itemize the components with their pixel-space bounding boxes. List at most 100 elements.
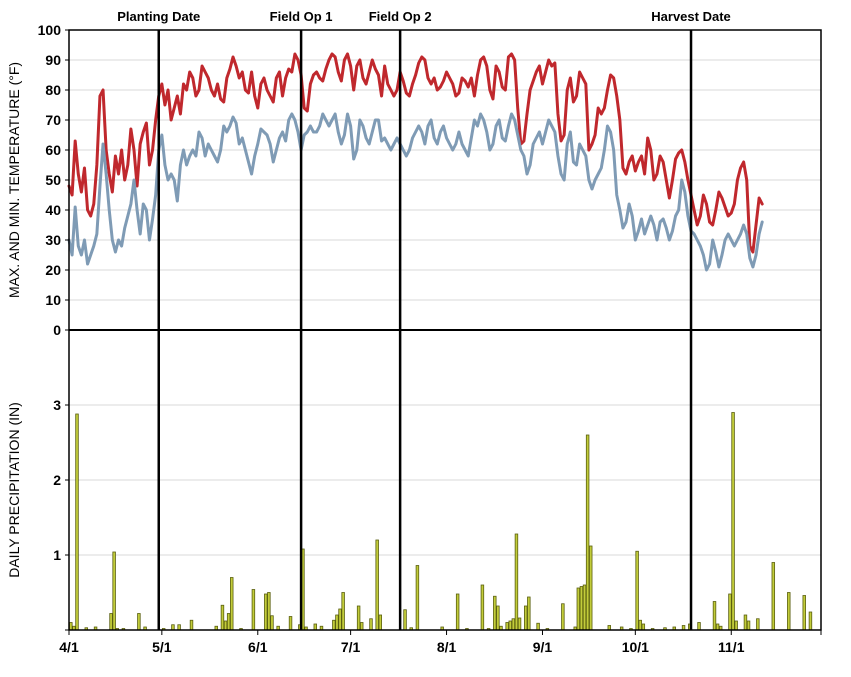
event-label: Planting Date (117, 9, 200, 24)
precip-bar (109, 613, 113, 631)
precip-bar (223, 620, 228, 631)
precip-bar (734, 620, 738, 631)
precip-bar (731, 412, 735, 631)
x-tick-label: 11/1 (718, 639, 745, 655)
precip-bar (808, 611, 813, 631)
plot-frame (65, 29, 822, 635)
temperature-lines (67, 52, 764, 272)
precip-bar (369, 618, 373, 631)
temp-tick-label: 30 (45, 232, 61, 248)
precip-bar (270, 615, 274, 631)
precip-tick-label: 2 (53, 472, 61, 488)
temp-tick-label: 80 (45, 82, 61, 98)
precip-bar (220, 604, 225, 631)
precip-bar (715, 623, 720, 631)
precip-bar (514, 533, 519, 631)
precip-bar (378, 614, 382, 631)
precip-bar (712, 601, 717, 631)
precip-bar (576, 587, 581, 631)
precip-bar (332, 619, 336, 631)
precip-bar (536, 622, 540, 631)
precip-bar (802, 595, 806, 631)
precip-bar (338, 608, 342, 631)
precip-bar (771, 562, 776, 631)
precip-bar (527, 596, 531, 631)
precip-bar (493, 595, 497, 631)
precip-bar (517, 617, 522, 631)
precip-tick-label: 1 (53, 547, 61, 563)
precip-bar (288, 616, 293, 631)
precip-bar (508, 620, 512, 631)
x-tick-label: 10/1 (622, 639, 649, 655)
temp-tick-label: 70 (45, 112, 61, 128)
precip-bar (455, 593, 460, 631)
min-temp-line (67, 112, 764, 272)
x-tick-label: 8/1 (437, 639, 457, 655)
precip-bar (746, 620, 751, 631)
temp-tick-label: 20 (45, 262, 61, 278)
precip-bar (267, 592, 271, 631)
axis-labels: 0 10 20 30 40 50 60 70 80 90 100 1 2 3 4/1 5/1 6/1 7/1 8/1… (6, 22, 745, 655)
precip-bar (226, 613, 231, 631)
precip-bar (496, 605, 500, 631)
precip-bar (582, 584, 587, 631)
precip-bar (480, 584, 485, 631)
precip-bar (524, 605, 528, 631)
precip-bar (728, 593, 732, 631)
precip-bar (635, 550, 639, 631)
precip-bar (511, 618, 516, 631)
temp-tick-label: 100 (38, 22, 62, 38)
temp-tick-label: 50 (45, 172, 61, 188)
x-tick-label: 4/1 (59, 639, 79, 655)
precip-bar (403, 609, 407, 631)
precip-bar (756, 618, 760, 631)
precip-bar (415, 565, 420, 631)
temp-tick-label: 40 (45, 202, 61, 218)
precip-bar (505, 622, 509, 631)
precip-bar (75, 413, 79, 631)
precip-bar (171, 624, 175, 631)
max-temp-line (67, 52, 764, 254)
event-label: Harvest Date (651, 9, 731, 24)
precip-axis-title: DAILY PRECIPITATION (IN) (6, 402, 22, 578)
temp-axis-title: MAX. AND MIN. TEMPERATURE (°F) (6, 62, 22, 298)
temp-tick-label: 0 (53, 322, 61, 338)
event-label: Field Op 2 (369, 9, 432, 24)
x-tick-label: 7/1 (341, 639, 361, 655)
precip-bar (69, 622, 73, 631)
precip-bar (230, 577, 234, 631)
precip-bar (112, 551, 116, 631)
temp-tick-label: 60 (45, 142, 61, 158)
precip-bar (359, 622, 364, 631)
x-tick-label: 9/1 (533, 639, 553, 655)
temp-tick-label: 10 (45, 292, 61, 308)
precip-bar (375, 539, 379, 631)
precip-bar (638, 619, 642, 631)
precip-bar (641, 623, 646, 631)
precip-bar (264, 593, 268, 631)
precip-bar (341, 592, 345, 631)
precip-bar (177, 624, 181, 631)
precip-bar (251, 589, 256, 631)
precip-bar (787, 592, 791, 631)
precip-bar (579, 586, 584, 631)
x-tick-label: 5/1 (152, 639, 172, 655)
precip-bar (697, 622, 701, 631)
event-label: Field Op 1 (270, 9, 333, 24)
event-markers: Planting Date Field Op 1 Field Op 2 Harvest… (117, 9, 731, 630)
x-tick-label: 6/1 (248, 639, 268, 655)
precip-bar (743, 614, 748, 631)
temp-tick-label: 90 (45, 52, 61, 68)
precip-bar (585, 434, 590, 631)
precip-bar (189, 619, 194, 631)
precip-bar (561, 603, 565, 631)
precip-bar (137, 613, 141, 631)
precip-bar (589, 545, 593, 631)
precip-bar (313, 623, 318, 631)
precip-bar (335, 614, 339, 631)
precip-tick-label: 3 (53, 397, 61, 413)
precip-bar (356, 605, 361, 631)
